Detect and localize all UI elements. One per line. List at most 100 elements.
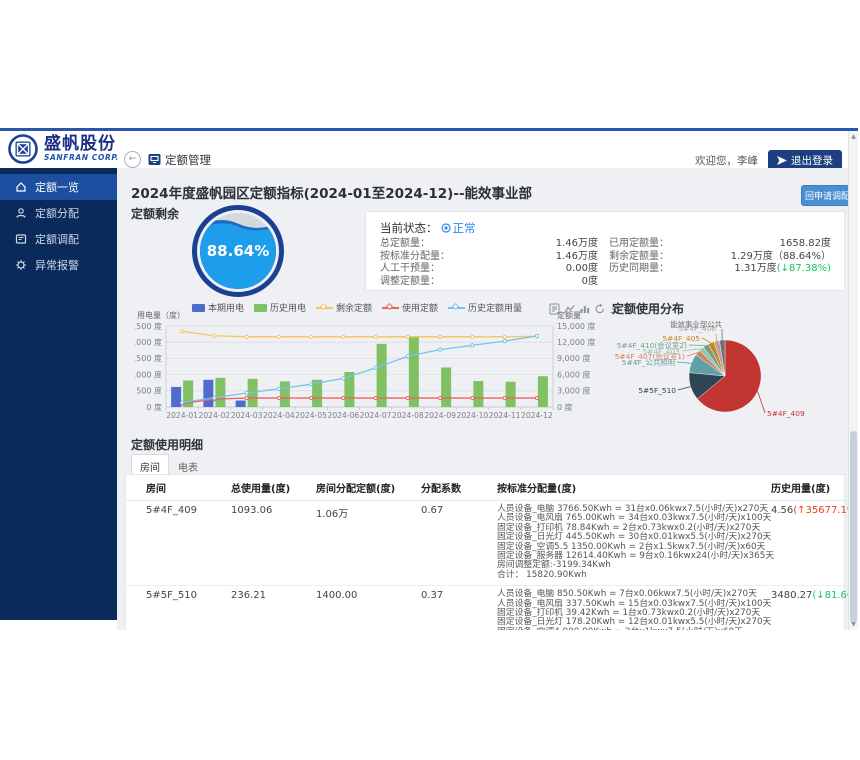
sidebar: 定额一览定额分配定额调配异常报警	[0, 168, 117, 620]
restore-icon[interactable]	[594, 300, 605, 314]
coefficient-cell: 0.67	[421, 505, 444, 516]
status-card: 当前状态： 正常 总定额量： 1.46万度 按标准分配量： 1.46万度 人工干预量： 0…	[365, 211, 845, 291]
column-header: 历史用量(度)	[771, 484, 831, 495]
stat-label: 按标准分配量：	[380, 250, 450, 262]
paper-plane-icon	[777, 155, 787, 165]
module-icon	[148, 154, 161, 165]
total-usage-cell: 236.21	[231, 590, 266, 602]
overview-icon	[16, 182, 26, 192]
sidebar-item-4[interactable]: 异常报警	[0, 252, 117, 278]
svg-text:2,000 度: 2,000 度	[135, 337, 162, 347]
legend-label: 本期用电	[207, 304, 244, 314]
logo: 盛帆股份 SANFRAN CORP.	[7, 133, 119, 165]
svg-text:3,000 度: 3,000 度	[557, 386, 590, 396]
header: 盛帆股份 SANFRAN CORP. ← 定额管理 欢迎您，李峰	[0, 131, 858, 171]
status-row: 人工干预量： 0.00度	[380, 263, 598, 276]
pie-label: 5#5F_510	[638, 386, 676, 395]
svg-text:2024-01: 2024-01	[166, 411, 198, 420]
stat-value: 0度	[581, 275, 598, 287]
status-badge: 正常	[440, 220, 476, 236]
legend-label: 使用定额	[402, 304, 439, 314]
logout-button[interactable]: 退出登录	[768, 150, 842, 171]
legend-label: 历史定额用量	[468, 304, 523, 314]
room-cell: 5#5F_510	[146, 590, 197, 602]
svg-text:0 度: 0 度	[146, 402, 162, 412]
scroll-down-icon[interactable]: ▼	[851, 621, 856, 628]
scroll-up-icon[interactable]: ▲	[851, 133, 856, 140]
svg-text:2024-10: 2024-10	[457, 411, 489, 420]
pie-label: 5#4F_406	[678, 324, 716, 333]
svg-text:2024-06: 2024-06	[328, 411, 360, 420]
vertical-scrollbar[interactable]: ▲ ▼	[848, 131, 858, 630]
page-title: 2024年度盛帆园区定额指标(2024-01至2024-12)--能效事业部	[131, 186, 533, 202]
standard-allocation-cell: 人员设备_电脑 3766.50Kwh = 31台x0.06kwx7.5(小时/天…	[497, 504, 775, 580]
column-header: 房间分配定额(度)	[316, 484, 396, 495]
line-chart-icon[interactable]	[564, 300, 575, 313]
column-header: 总使用量(度)	[231, 484, 291, 495]
svg-text:2024-08: 2024-08	[392, 411, 424, 420]
detail-section-title: 定额使用明细	[131, 438, 204, 452]
sidebar-item-1[interactable]: 定额一览	[0, 174, 117, 200]
sidebar-item-3[interactable]: 定额调配	[0, 226, 117, 252]
status-row: 调整定额量： 0度	[380, 276, 598, 289]
stat-label: 调整定额量：	[380, 275, 440, 287]
gauge-percent-text: 88.64%	[207, 242, 269, 260]
card-icon	[15, 234, 27, 244]
pie-chart: 5#4F_4095#5F_5105#4F_公共照明5#4F_407(会议室1)5…	[615, 320, 805, 418]
svg-text:2024-11: 2024-11	[489, 411, 521, 420]
bar-chart-icon[interactable]	[579, 300, 590, 313]
svg-text:2,500 度: 2,500 度	[135, 321, 162, 331]
legend-label: 历史用电	[269, 304, 306, 314]
chart-legend: 本期用电 历史用电 剩余定额 使用定额 历史定额用量	[137, 301, 577, 314]
pie-label: 5#4F_公共照明	[622, 358, 675, 367]
legend-item[interactable]: 使用定额	[382, 301, 438, 314]
total-usage-cell: 1093.06	[231, 505, 273, 516]
svg-text:2024-07: 2024-07	[360, 411, 392, 420]
stat-label: 剩余定额量：	[609, 250, 669, 262]
logo-icon	[8, 134, 38, 164]
stat-label: 历史同期量：	[609, 263, 669, 274]
svg-text:2024-09: 2024-09	[424, 411, 456, 420]
apply-reallocation-button[interactable]: 回申请调配	[801, 185, 848, 206]
svg-text:15,000 度: 15,000 度	[557, 321, 596, 331]
legend-label: 剩余定额	[335, 304, 372, 314]
sidebar-item-2[interactable]: 定额分配	[0, 200, 117, 226]
legend-item[interactable]: 本期用电	[191, 301, 244, 314]
status-row: 已用定额量： 1658.82度	[609, 238, 831, 251]
room-quota-cell: 1400.00	[316, 590, 358, 602]
standard-allocation-cell: 人员设备_电脑 850.50Kwh = 7台x0.06kwx7.5(小时/天)x…	[497, 589, 772, 630]
scrollbar-thumb[interactable]	[850, 431, 857, 623]
back-icon[interactable]: ←	[124, 151, 141, 168]
svg-text:定额量: 定额量	[557, 310, 581, 320]
stat-value: 0.00度	[565, 263, 598, 274]
user-icon	[16, 208, 26, 218]
save-image-icon[interactable]	[609, 300, 620, 314]
room-cell: 5#4F_409	[146, 505, 197, 516]
tab-quota-management[interactable]: 定额管理	[148, 152, 211, 168]
svg-text:2024-05: 2024-05	[295, 411, 327, 420]
welcome-text: 欢迎您，李峰	[695, 155, 758, 167]
company-name-en: SANFRAN CORP.	[44, 153, 119, 162]
svg-text:12,000 度: 12,000 度	[557, 337, 596, 347]
legend-item[interactable]: 历史用电	[253, 301, 306, 314]
sidebar-item-label: 定额分配	[35, 207, 79, 220]
quota-remaining-label: 定额剩余	[131, 207, 180, 221]
legend-item[interactable]: 历史定额用量	[448, 301, 522, 314]
coefficient-cell: 0.37	[421, 590, 444, 602]
sidebar-item-label: 定额调配	[35, 233, 79, 246]
tab-电表[interactable]: 电表	[178, 463, 198, 474]
pie-label: 5#4F_410(会议室2)	[617, 341, 687, 350]
status-row: 历史同期量： 1.31万度(↓87.38%)	[609, 263, 831, 276]
status-state-text: 正常	[452, 221, 476, 235]
column-header: 按标准分配量(度)	[497, 484, 577, 495]
svg-text:9,000 度: 9,000 度	[557, 353, 590, 363]
status-row: 总定额量： 1.46万度	[380, 238, 598, 251]
legend-item[interactable]: 剩余定额	[315, 301, 372, 314]
table-header: 房间 总使用量(度) 房间分配定额(度) 分配系数 按标准分配量(度) 历史用量(度)	[126, 475, 844, 501]
status-row: 按标准分配量： 1.46万度	[380, 251, 598, 264]
data-view-icon[interactable]	[549, 300, 560, 315]
stat-value: 1658.82度	[779, 238, 831, 249]
history-change: (↑35677.19%)	[793, 505, 848, 516]
pie-chart-title: 定额使用分布	[612, 302, 685, 316]
